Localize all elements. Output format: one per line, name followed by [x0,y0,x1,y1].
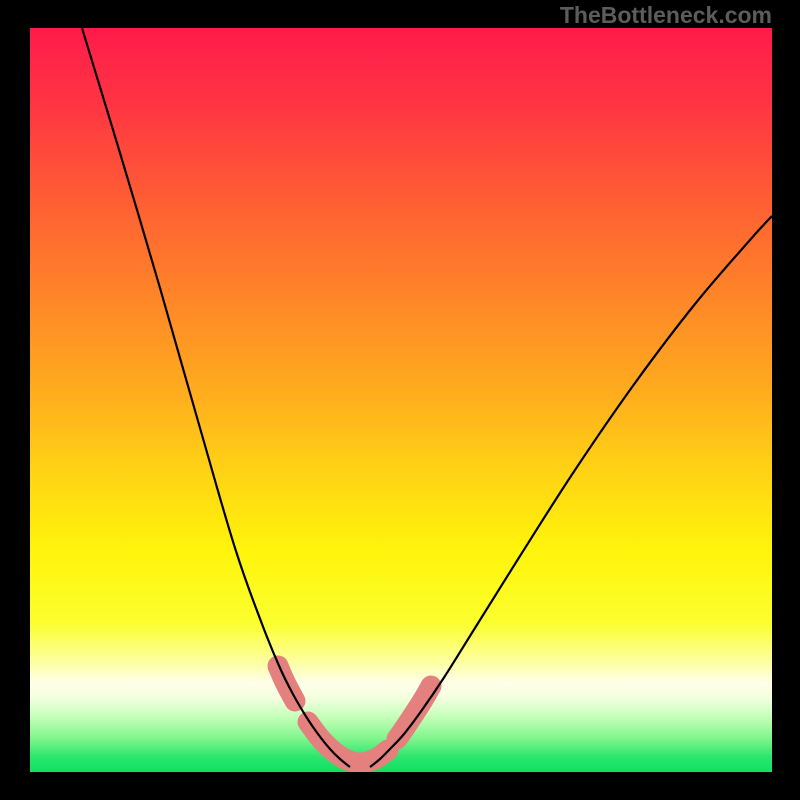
watermark-text: TheBottleneck.com [560,2,772,29]
plot-area [30,28,772,772]
curve-overlay [30,28,772,772]
trough-right-stub [397,686,431,739]
chart-frame [0,0,800,800]
trough-bottom [308,722,388,763]
curve-left [82,28,350,767]
